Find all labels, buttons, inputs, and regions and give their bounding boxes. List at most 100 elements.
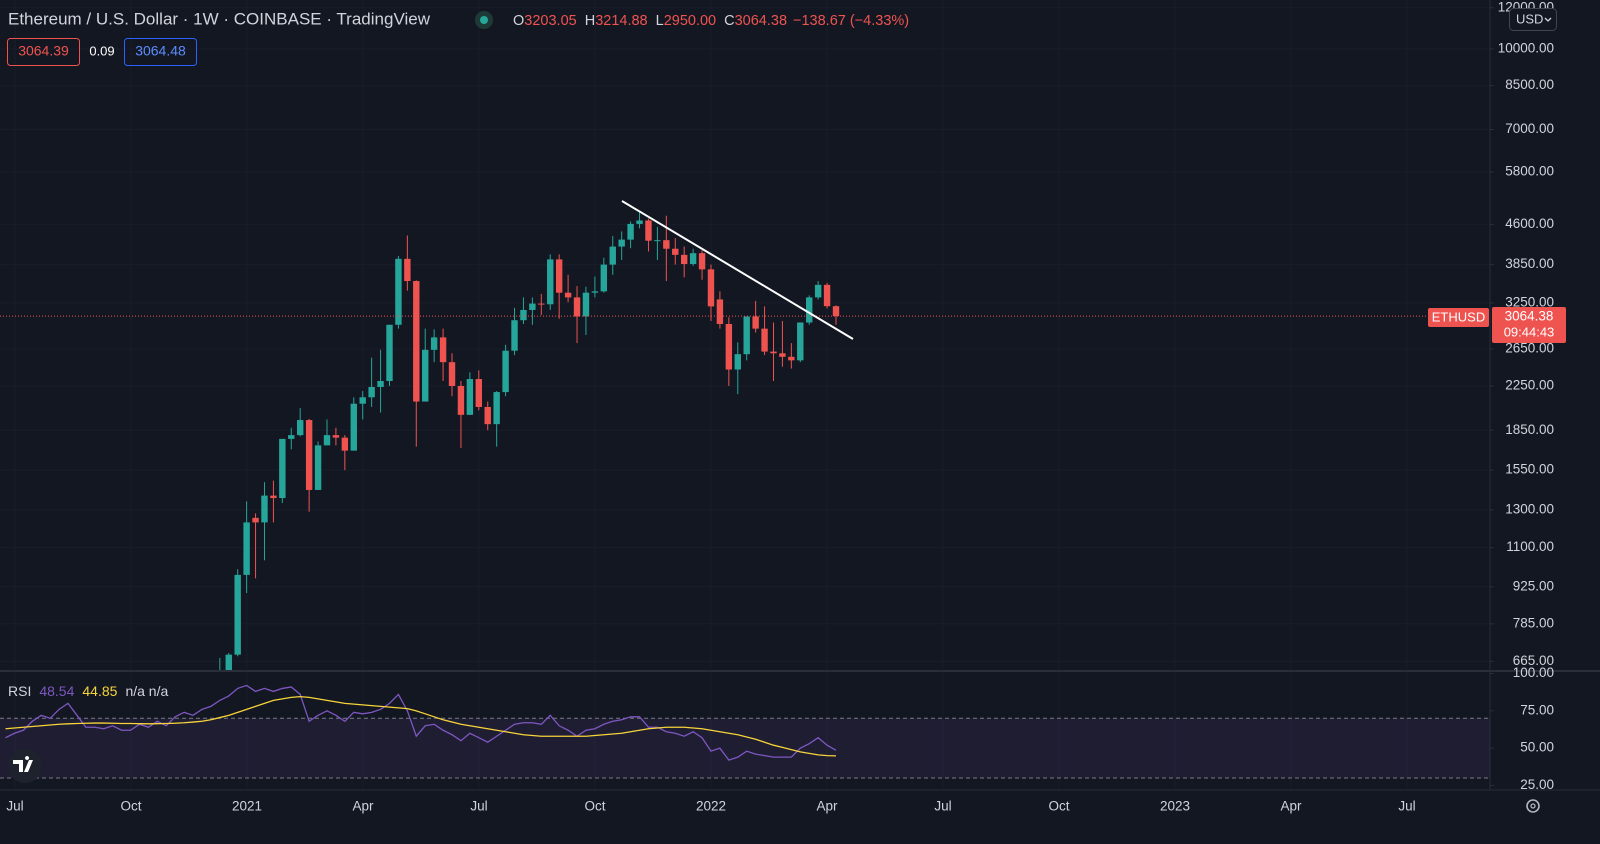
rsi-pane (0, 684, 1490, 779)
settings-icon[interactable] (1526, 799, 1540, 813)
candle-body (779, 353, 786, 357)
candle-body (297, 420, 304, 436)
rsi-tick-label: 100.00 (1513, 665, 1554, 680)
chart-title: Ethereum / U.S. Dollar · 1W · COINBASE ·… (8, 9, 431, 28)
axes: Jul Oct 2021 Apr Jul Oct 2022 Apr Jul Oct 2023 Apr J… (6, 0, 1554, 814)
candle-body (395, 258, 402, 325)
candle-body (573, 297, 581, 317)
ohlc-key: O (513, 13, 524, 29)
candle-body (788, 356, 795, 361)
candle-body (386, 324, 393, 381)
x-tick-label: Apr (816, 799, 838, 814)
logo (13, 756, 33, 772)
rsi-line (5, 695, 837, 757)
candle-body (761, 328, 768, 352)
sell-button[interactable] (7, 38, 80, 66)
candle-body (413, 281, 420, 402)
candle-body (663, 240, 670, 249)
price-tag-value: 3064.38 (1505, 309, 1554, 324)
ohlc-key: H (585, 13, 595, 29)
candle-body (814, 284, 822, 298)
candle-body (797, 322, 804, 361)
candle-body (234, 574, 241, 655)
grid (0, 0, 1490, 790)
status-dot (480, 16, 488, 24)
candle-body (654, 240, 661, 242)
candle-body (698, 253, 706, 270)
candle-body (466, 379, 474, 415)
trend-line[interactable] (621, 200, 854, 340)
y-tick-label: 3250.00 (1505, 294, 1554, 309)
currency-button[interactable] (1509, 8, 1557, 31)
candle-body (529, 303, 536, 310)
candle-body (609, 246, 616, 265)
candle-body (680, 254, 688, 265)
change: −138.67 (−4.33%) (793, 13, 909, 29)
x-tick-label: Jul (1398, 799, 1415, 814)
candle-body (618, 239, 625, 247)
y-tick-label: 8500.00 (1505, 77, 1554, 92)
candle-body (770, 351, 777, 354)
y-tick-label: 925.00 (1513, 578, 1554, 593)
ohlc-value: 3064.38 (735, 13, 787, 29)
rsi-title: RSI (8, 683, 31, 699)
logo-badge[interactable] (8, 749, 42, 783)
candle-body (806, 297, 813, 323)
y-tick-label: 1300.00 (1505, 501, 1554, 516)
rsi-tick-label: 50.00 (1520, 740, 1554, 755)
candle-body (288, 435, 295, 439)
ohlc-key: L (656, 13, 664, 29)
candle-body (832, 306, 840, 317)
rsi-line (5, 684, 837, 761)
candle-body (439, 337, 447, 363)
x-tick-label: Oct (584, 799, 605, 814)
currency[interactable]: USD (1516, 11, 1543, 26)
x-tick-label: Apr (352, 799, 374, 814)
x-tick-label: Jul (6, 799, 23, 814)
buy-button[interactable] (124, 38, 197, 66)
price-pane (0, 211, 1490, 670)
ohlc-value: 3203.05 (524, 13, 576, 29)
candle-body (600, 264, 608, 292)
sell-price[interactable]: 3064.39 (18, 43, 69, 59)
candle-body (502, 350, 509, 393)
candle-body (716, 299, 724, 325)
candle-body (422, 349, 429, 402)
spread: 0.09 (89, 43, 114, 58)
price-tag (1492, 307, 1566, 343)
rsi-note: n/a n/a (125, 683, 168, 699)
y-tick-label: 785.00 (1513, 615, 1554, 630)
ohlc-legend: O3203.05 H3214.88 L2950.00 C3064.38 −138.67 … (513, 13, 909, 29)
y-tick-label: 2250.00 (1505, 378, 1554, 393)
y-tick-label: 10000.00 (1498, 41, 1554, 56)
rsi-value: 48.54 (39, 683, 74, 699)
currency-chevron (1544, 17, 1552, 22)
y-tick-label: 665.00 (1513, 653, 1554, 668)
candle-body (430, 337, 438, 350)
candle-body (368, 386, 375, 398)
candle-body (582, 292, 590, 317)
candle-body (475, 379, 482, 407)
candle-body (538, 303, 545, 305)
x-tick-label: Oct (120, 799, 141, 814)
candle-body (457, 385, 465, 415)
candle-body (689, 253, 697, 265)
candle-body (752, 316, 759, 329)
candle-body (645, 220, 652, 241)
buy-price[interactable]: 3064.48 (135, 43, 186, 59)
rsi-legend: RSI 48.54 44.85 n/a n/a (8, 683, 168, 699)
candle-body (627, 223, 634, 240)
ohlc-value: 2950.00 (664, 13, 716, 29)
candle-body (636, 220, 643, 224)
candle-body (305, 420, 313, 490)
candle-body (591, 291, 599, 293)
candle-body (564, 292, 572, 298)
candle-body (484, 406, 491, 425)
y-tick-label: 4600.00 (1505, 216, 1554, 231)
candle-body (672, 248, 679, 255)
x-tick-label: 2022 (696, 799, 726, 814)
candle-body (261, 495, 268, 523)
